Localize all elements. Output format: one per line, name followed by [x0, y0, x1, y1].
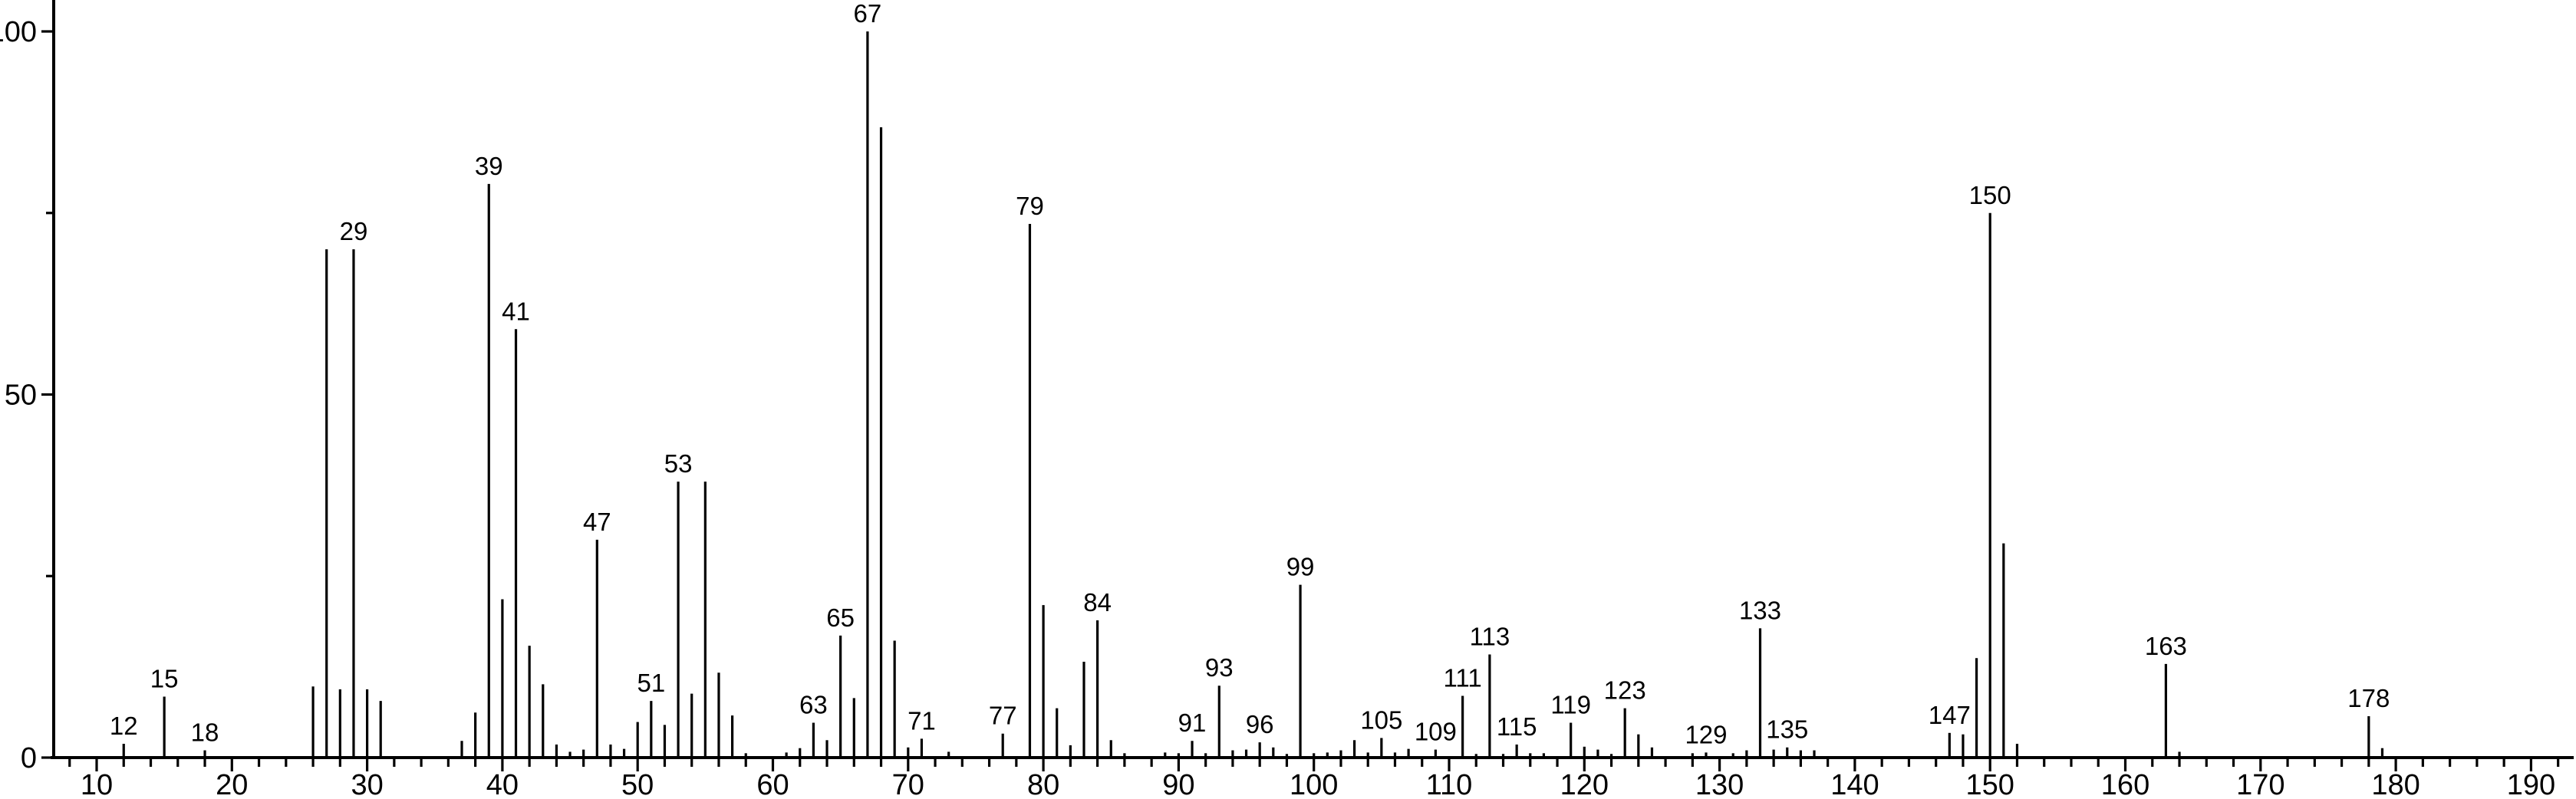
x-axis-tick-label-60: 60	[756, 769, 789, 799]
x-axis-tick-label-120: 120	[1560, 769, 1609, 799]
x-axis-tick-label-180: 180	[2371, 769, 2420, 799]
peak-label-96: 96	[1246, 710, 1274, 738]
x-axis-tick-label-110: 110	[1426, 769, 1473, 799]
peak-label-150: 150	[1969, 181, 2011, 209]
x-axis-tick-label-130: 130	[1695, 769, 1744, 799]
peak-label-65: 65	[826, 603, 855, 632]
peak-label-99: 99	[1286, 553, 1315, 581]
x-axis-tick-label-90: 90	[1162, 769, 1194, 799]
peak-label-39: 39	[475, 152, 503, 180]
x-axis-tick-label-70: 70	[892, 769, 924, 799]
x-axis-tick-label-40: 40	[486, 769, 519, 799]
peak-label-41: 41	[502, 297, 530, 325]
peak-label-77: 77	[989, 702, 1017, 730]
peak-label-129: 129	[1685, 720, 1727, 748]
peak-label-63: 63	[799, 691, 828, 719]
x-axis-tick-label-10: 10	[81, 769, 113, 799]
x-axis-tick-label-190: 190	[2507, 769, 2555, 799]
x-axis-tick-label-100: 100	[1290, 769, 1338, 799]
peak-label-18: 18	[191, 718, 219, 747]
peak-label-29: 29	[340, 217, 368, 245]
x-axis-tick-label-170: 170	[2236, 769, 2284, 799]
peak-label-51: 51	[637, 669, 665, 697]
x-axis-tick-label-150: 150	[1965, 769, 2014, 799]
x-axis-tick-label-80: 80	[1027, 769, 1059, 799]
peak-label-67: 67	[854, 0, 882, 28]
x-axis-tick-label-30: 30	[351, 769, 383, 799]
peak-label-84: 84	[1083, 588, 1112, 617]
peak-label-109: 109	[1415, 718, 1457, 746]
peak-label-53: 53	[664, 449, 693, 478]
peak-label-105: 105	[1360, 705, 1402, 734]
peak-label-111: 111	[1444, 664, 1482, 692]
y-axis-tick-label-100: 100	[0, 16, 37, 48]
peak-label-47: 47	[583, 508, 611, 536]
peak-label-113: 113	[1470, 623, 1510, 651]
peak-label-15: 15	[150, 664, 179, 692]
peak-label-178: 178	[2347, 684, 2390, 712]
peak-label-71: 71	[908, 706, 936, 735]
x-axis-tick-label-50: 50	[621, 769, 654, 799]
peak-label-135: 135	[1766, 715, 1808, 744]
peak-label-119: 119	[1550, 691, 1591, 719]
peak-label-115: 115	[1497, 712, 1537, 741]
peak-label-93: 93	[1205, 653, 1234, 682]
peak-label-133: 133	[1739, 596, 1781, 624]
peak-label-147: 147	[1929, 701, 1971, 729]
x-axis-tick-label-140: 140	[1830, 769, 1879, 799]
x-axis-tick-label-20: 20	[216, 769, 248, 799]
y-axis-tick-label-0: 0	[21, 742, 37, 774]
peak-label-123: 123	[1604, 676, 1646, 705]
peak-label-79: 79	[1016, 192, 1044, 220]
peak-label-163: 163	[2145, 632, 2187, 660]
y-axis-tick-label-50: 50	[5, 380, 37, 412]
peak-label-12: 12	[110, 712, 138, 740]
peak-label-91: 91	[1178, 709, 1207, 737]
x-axis-tick-label-160: 160	[2101, 769, 2149, 799]
